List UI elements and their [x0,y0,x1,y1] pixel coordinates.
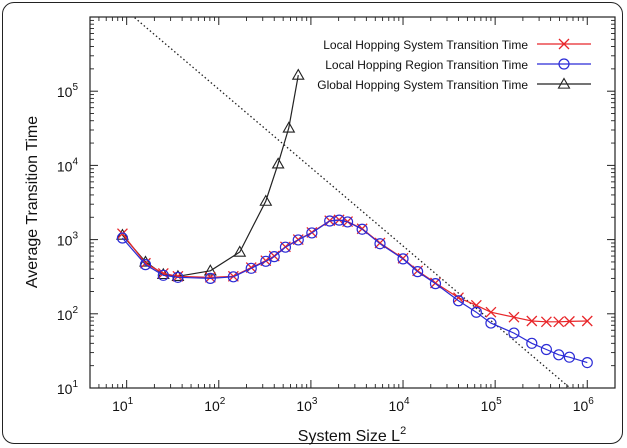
x-tick-label: 105 [481,396,503,414]
series-layer [115,68,593,369]
y-tick-label: 103 [57,231,79,249]
data-point [245,262,257,274]
legend-label: Global Hopping System Transition Time [317,78,528,92]
data-point [429,278,442,290]
x-axis-label-superscript: 2 [400,425,406,437]
data-point [581,315,593,327]
data-point [172,271,184,283]
series-local-region [116,214,593,369]
data-point [563,351,576,363]
data-point [453,292,464,304]
data-point [553,349,565,361]
legend-label: Local Hopping System Transition Time [323,38,528,52]
data-point [540,343,552,356]
data-point [157,267,169,279]
data-point [259,194,273,206]
legend-label: Local Hopping Region Transition Time [325,58,528,72]
legend: Local Hopping System Transition Time Loca… [317,38,591,92]
data-point [526,315,538,327]
plot-area [89,16,616,389]
data-point [157,269,169,281]
tick-layer: 101 102 103 104 105 106 101 102 103 104 105 [57,17,615,414]
data-point [508,327,520,339]
x-tick-label: 103 [296,396,318,414]
data-point [227,271,239,283]
data-point [282,121,296,133]
data-point [292,234,304,246]
data-point [485,306,497,318]
y-tick-label: 105 [57,82,79,100]
legend-marker [558,58,570,70]
x-tick-label: 104 [388,396,410,414]
series-global-system [115,68,305,281]
data-point [470,306,482,318]
data-point [271,157,285,169]
data-point [397,253,409,265]
y-axis-label: Average Transition Time [24,116,41,288]
data-point [268,251,280,263]
data-point [356,223,368,235]
data-point [581,356,593,369]
x-tick-label: 102 [204,396,226,414]
data-point [204,272,216,284]
x-axis-label: System Size L2 [298,425,406,445]
data-point [485,317,497,329]
y-tick-label: 104 [57,156,79,174]
series-line [121,219,588,364]
data-point [306,227,318,239]
data-point [452,295,465,307]
legend-marker [557,77,571,89]
data-point [116,232,129,244]
data-point [203,264,217,276]
figure-frame [2,2,623,444]
data-point [553,316,565,328]
data-point [540,316,552,328]
data-point [233,245,247,257]
series-local-system [116,214,593,328]
data-point [279,241,292,253]
data-point [116,228,128,240]
y-tick-label: 102 [57,305,79,323]
data-point [526,337,538,349]
x-tick-label: 106 [573,396,595,414]
data-point [291,68,305,80]
data-point [412,266,424,278]
x-axis-label-text: System Size L [298,428,400,445]
x-tick-label: 101 [112,396,134,414]
data-point [508,311,520,323]
series-line [121,74,299,277]
legend-marker [558,38,570,50]
data-point [374,238,386,250]
data-point [341,216,354,228]
data-point [260,255,272,267]
data-point [333,214,345,226]
series-line [121,219,588,323]
y-tick-label: 101 [57,379,79,397]
data-point [139,259,152,271]
data-point [563,315,575,327]
